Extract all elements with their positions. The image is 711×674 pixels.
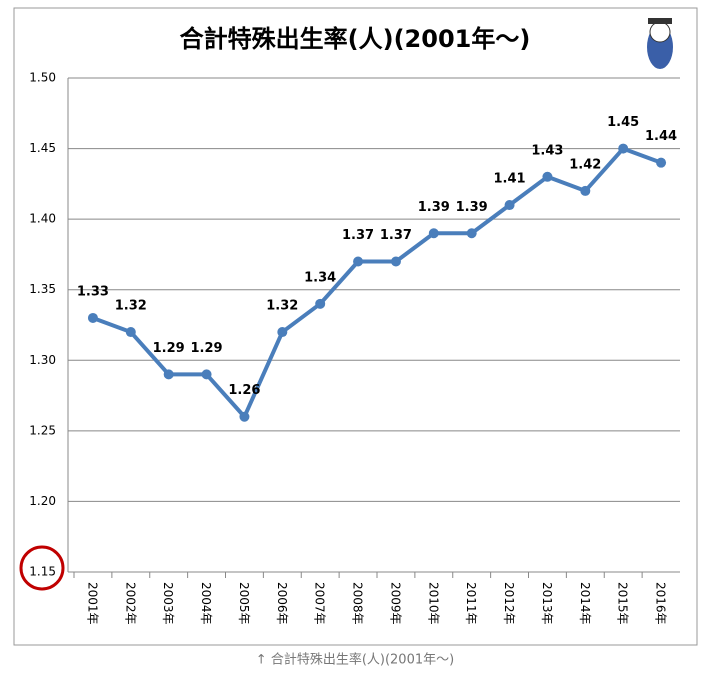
data-point [163, 369, 174, 380]
y-tick-label: 1.15 [29, 565, 56, 579]
x-tick-label: 2001年 [85, 582, 99, 625]
data-label: 1.37 [380, 228, 412, 243]
data-label: 1.39 [418, 200, 450, 215]
data-point [618, 143, 629, 154]
data-point [87, 312, 98, 323]
chart-title: 合計特殊出生率(人)(2001年～) [180, 25, 531, 53]
x-tick-label: 2009年 [388, 582, 402, 625]
x-tick-label: 2013年 [540, 582, 554, 625]
x-tick-label: 2012年 [502, 582, 516, 625]
data-point [239, 411, 250, 422]
y-tick-label: 1.35 [29, 282, 56, 296]
data-label: 1.45 [607, 115, 639, 130]
data-label: 1.26 [228, 383, 260, 398]
x-tick-label: 2005年 [237, 582, 251, 625]
y-tick-label: 1.20 [29, 494, 56, 508]
data-point [125, 327, 136, 338]
data-label: 1.44 [645, 129, 677, 144]
data-point [390, 256, 401, 267]
data-label: 1.32 [115, 299, 147, 314]
x-tick-label: 2002年 [123, 582, 137, 625]
data-line [92, 146, 662, 419]
data-point [542, 171, 553, 182]
data-point [201, 369, 212, 380]
chart-frame [13, 7, 698, 646]
mascot-icon [647, 18, 673, 69]
x-tick-label: 2014年 [578, 582, 592, 625]
data-label: 1.33 [77, 284, 109, 299]
data-point [580, 185, 591, 196]
data-label: 1.43 [531, 143, 563, 158]
data-point [353, 256, 364, 267]
x-tick-label: 2003年 [161, 582, 175, 625]
x-tick-label: 2015年 [616, 582, 630, 625]
data-point [656, 157, 667, 168]
data-label: 1.41 [494, 172, 526, 187]
highlight-circle [19, 545, 65, 591]
x-tick-label: 2006年 [275, 582, 289, 625]
data-label: 1.29 [191, 341, 223, 356]
data-point [466, 228, 477, 239]
x-tick-label: 2004年 [199, 582, 213, 625]
x-tick-label: 2008年 [351, 582, 365, 625]
y-tick-label: 1.25 [29, 423, 56, 437]
x-tick-label: 2007年 [313, 582, 327, 625]
y-tick-label: 1.50 [29, 71, 56, 85]
caption: ↑ 合計特殊出生率(人)(2001年～) [256, 652, 454, 668]
data-label: 1.42 [569, 157, 601, 172]
data-point [315, 298, 326, 309]
x-tick-label: 2016年 [654, 582, 668, 625]
data-label: 1.32 [266, 299, 298, 314]
x-tick-label: 2011年 [464, 582, 478, 625]
x-tick-label: 2010年 [426, 582, 440, 625]
y-tick-label: 1.40 [29, 212, 56, 226]
data-label: 1.34 [304, 270, 336, 285]
data-point [428, 228, 439, 239]
y-tick-label: 1.30 [29, 353, 56, 367]
data-point [504, 200, 515, 211]
data-label: 1.29 [153, 341, 185, 356]
data-label: 1.39 [456, 200, 488, 215]
y-tick-label: 1.45 [29, 141, 56, 155]
data-point [277, 327, 288, 338]
data-label: 1.37 [342, 228, 374, 243]
